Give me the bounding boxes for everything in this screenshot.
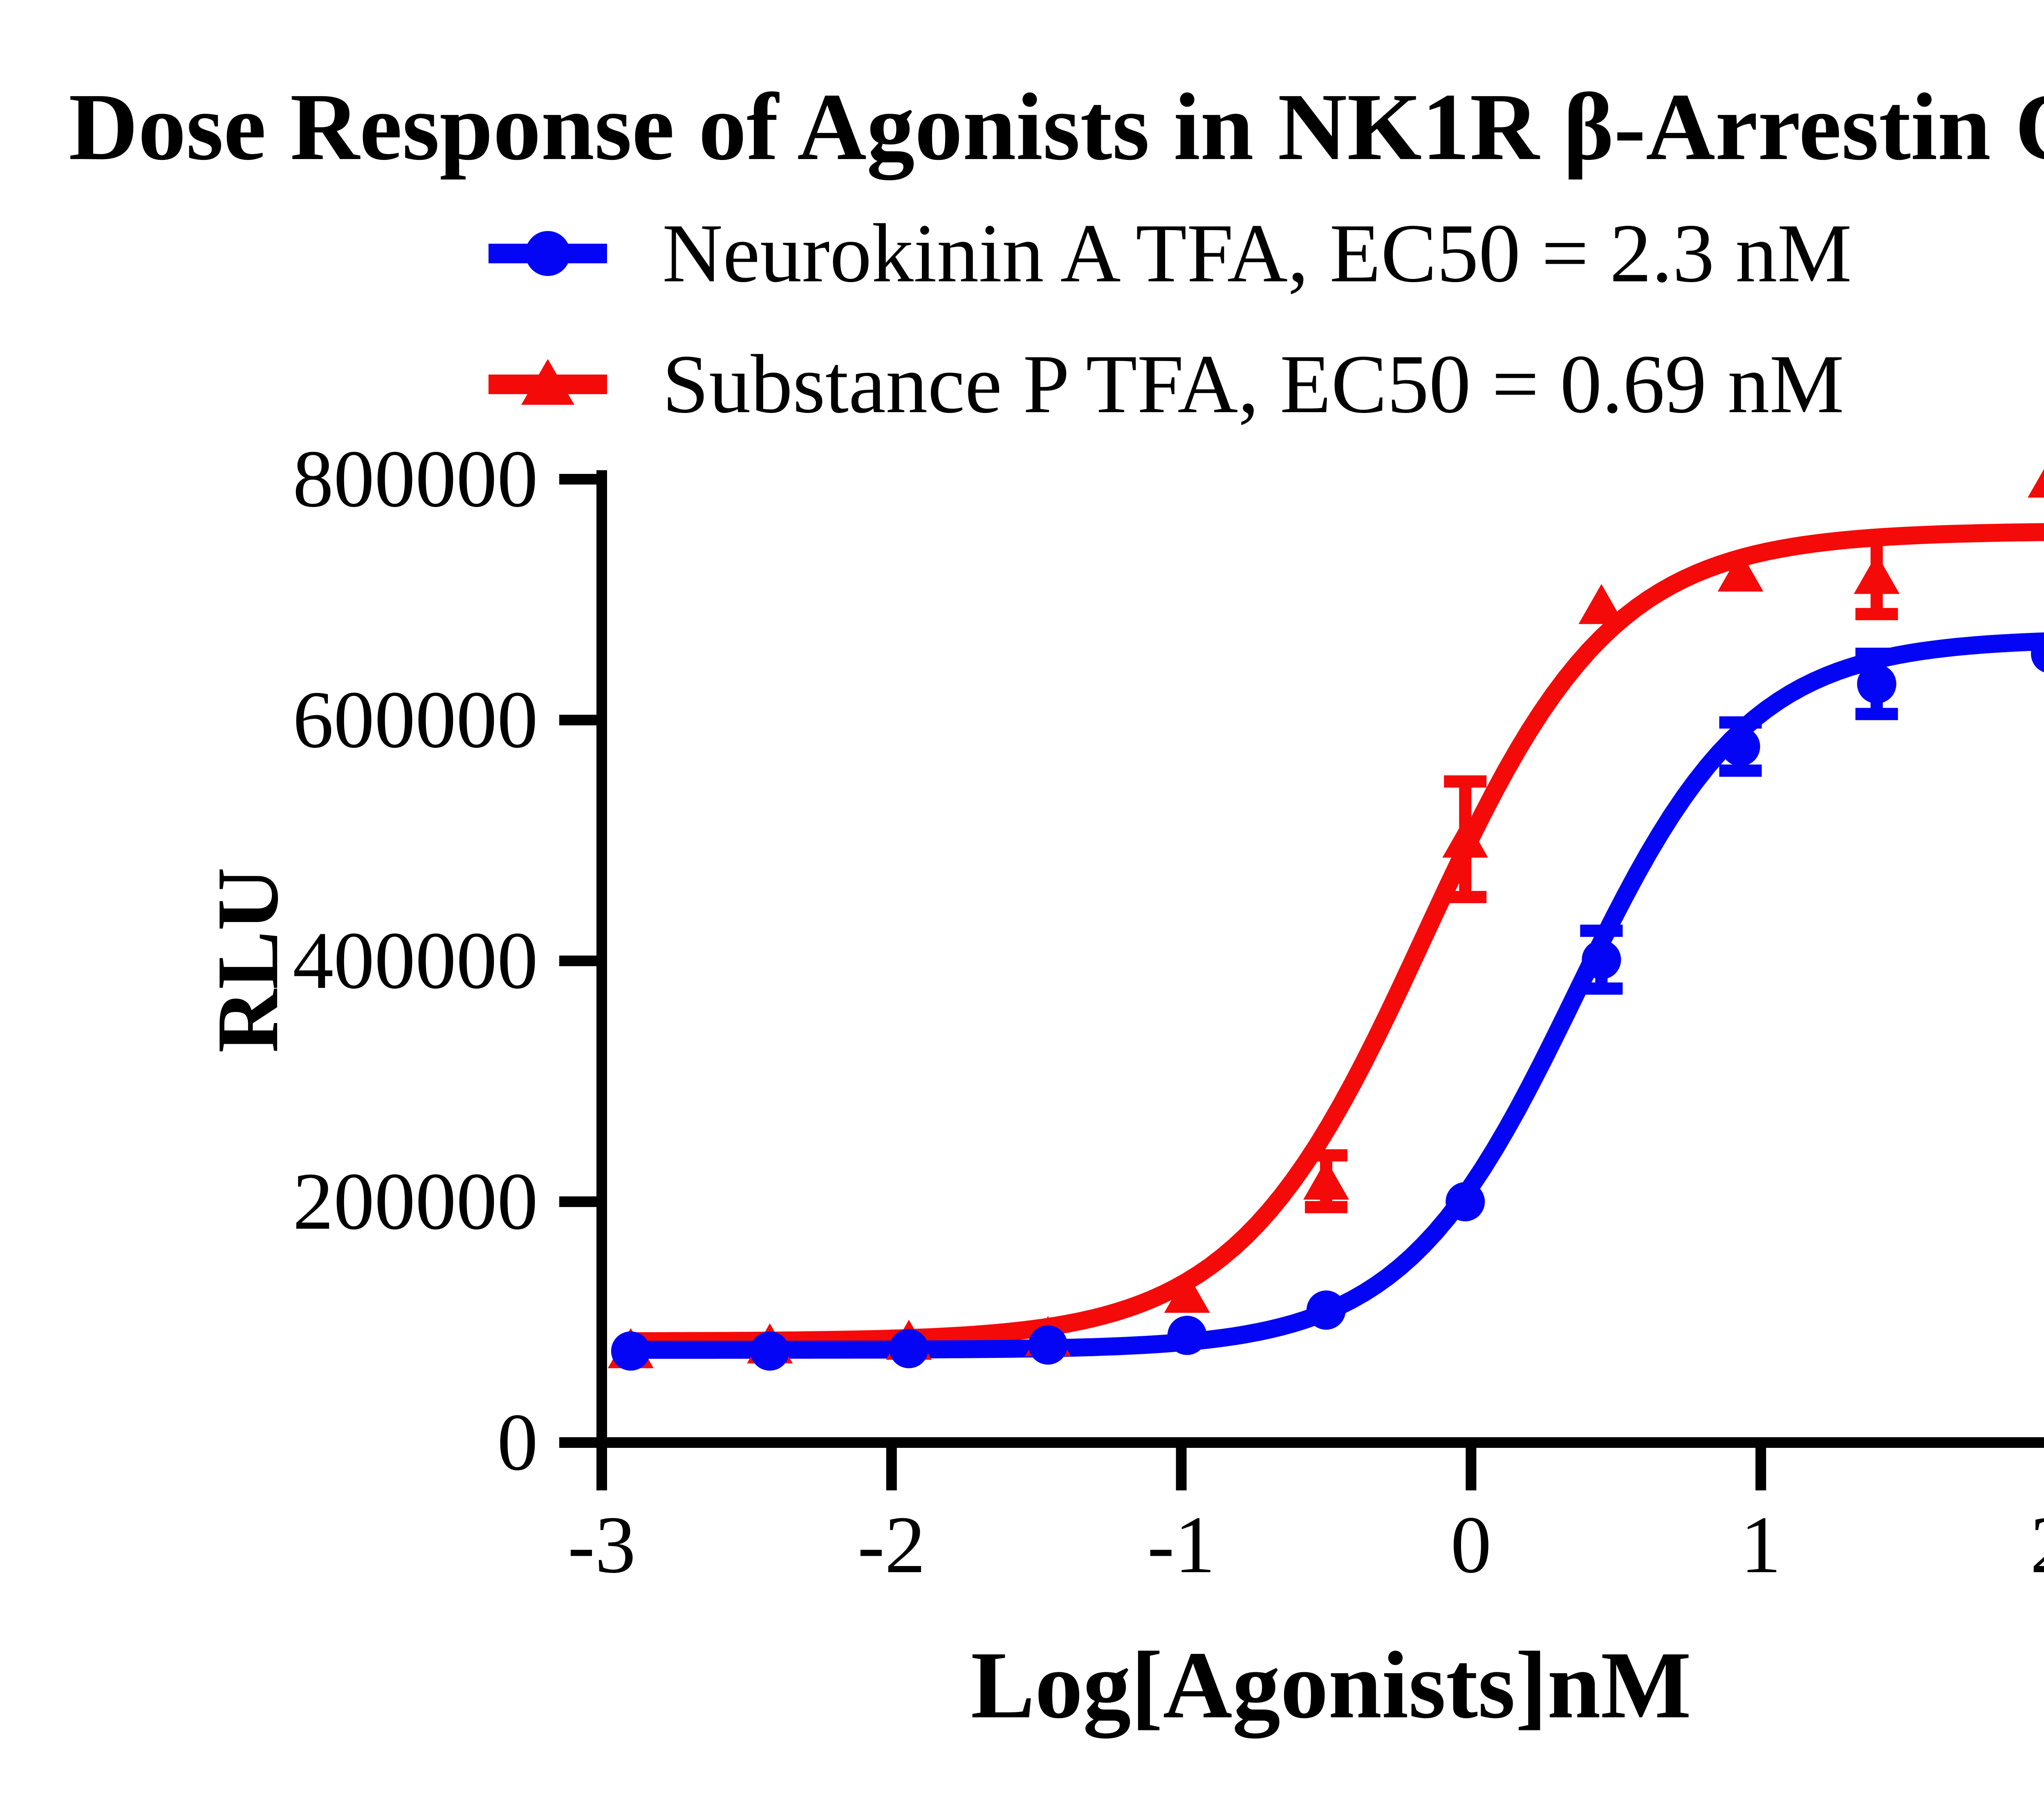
data-point-neurokinin-a-4: [1167, 1315, 1207, 1355]
y-tick-label-2: 400000: [293, 915, 538, 1006]
x-tick-label-4: 1: [1740, 1500, 1781, 1590]
legend: Neurokinin A TFA, EC50 = 2.3 nM Substanc…: [482, 200, 1852, 462]
data-point-substance-p-10: [2028, 469, 2044, 498]
data-point-substance-p-8: [1717, 551, 1764, 592]
data-point-substance-p-6: [1442, 817, 1488, 858]
legend-label-neurokinin-a: Neurokinin A TFA, EC50 = 2.3 nM: [662, 207, 1852, 300]
x-tick-label-0: -3: [568, 1500, 636, 1590]
legend-marker-circle-icon: [489, 231, 607, 276]
legend-item-neurokinin-a: Neurokinin A TFA, EC50 = 2.3 nM: [482, 200, 1852, 307]
legend-item-substance-p: Substance P TFA, EC50 = 0.69 nM: [482, 331, 1852, 438]
fit-curve-neurokinin-a: [621, 632, 2044, 1359]
x-axis-title: Log[Agonists]nM: [971, 1632, 1692, 1739]
y-axis-title: RLU: [199, 867, 296, 1053]
data-point-neurokinin-a-8: [1721, 727, 1760, 766]
fit-curve-substance-p: [621, 523, 2044, 1351]
data-point-neurokinin-a-6: [1446, 1182, 1485, 1221]
data-point-neurokinin-a-10: [2031, 635, 2044, 673]
data-point-neurokinin-a-3: [1028, 1325, 1068, 1365]
y-tick-label-0: 0: [497, 1397, 538, 1488]
x-tick-label-3: 0: [1450, 1500, 1491, 1590]
data-point-substance-p-4: [1164, 1272, 1210, 1313]
x-tick-label-2: -1: [1147, 1500, 1215, 1590]
data-point-neurokinin-a-5: [1307, 1290, 1346, 1330]
data-point-neurokinin-a-9: [1857, 664, 1896, 704]
data-point-neurokinin-a-0: [611, 1331, 650, 1371]
y-tick-label-1: 200000: [293, 1156, 538, 1247]
data-point-neurokinin-a-1: [750, 1331, 790, 1371]
data-point-substance-p-7: [1578, 584, 1625, 624]
chart-title: Dose Response of Agonists in NK1R β-Arre…: [69, 74, 2044, 180]
x-tick-label-5: 2: [2030, 1500, 2044, 1590]
legend-marker-triangle-icon: [489, 359, 607, 405]
y-tick-label-3: 600000: [293, 675, 538, 765]
data-point-substance-p-9: [1853, 554, 1900, 594]
data-point-neurokinin-a-7: [1582, 940, 1621, 980]
legend-label-substance-p: Substance P TFA, EC50 = 0.69 nM: [662, 338, 1844, 431]
y-tick-label-4: 800000: [293, 434, 538, 524]
x-tick-label-1: -2: [857, 1500, 926, 1590]
data-point-substance-p-5: [1303, 1159, 1349, 1200]
data-point-neurokinin-a-2: [889, 1329, 929, 1369]
